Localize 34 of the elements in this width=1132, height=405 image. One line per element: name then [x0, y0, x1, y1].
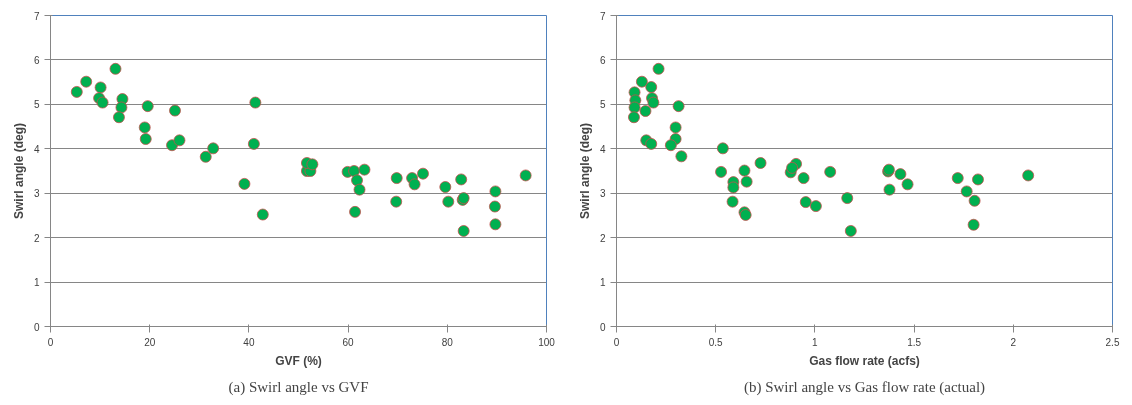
text: (b) Swirl angle vs Gas flow rate (actual): [743, 378, 986, 396]
x-tick-label: 1: [812, 336, 819, 348]
x-tick-label: 100: [538, 336, 556, 348]
y-tick-label: 3: [33, 188, 40, 200]
y-axis-title: Swirl angle (deg): [11, 122, 26, 220]
x-tick-label: 2: [1010, 336, 1017, 348]
x-axis-title: Gas flow rate (acfs): [809, 353, 920, 368]
y-tick-label: 1: [599, 277, 606, 289]
x-axis-title: GVF (%): [275, 353, 322, 368]
x-tick-label: 2.5: [1105, 336, 1120, 348]
y-tick-label: 1: [33, 277, 40, 289]
y-tick-label: 0: [33, 321, 40, 333]
x-tick-label: 0.5: [708, 336, 724, 348]
x-tick-label: 1.5: [907, 336, 922, 348]
x-tick-label: 80: [441, 336, 454, 348]
x-tick-label: 0: [47, 336, 54, 348]
y-tick-label: 3: [599, 188, 606, 200]
y-tick-label: 7: [599, 10, 606, 22]
y-tick-label: 0: [599, 321, 606, 333]
y-tick-label: 2: [33, 232, 40, 244]
y-axis-title: Swirl angle (deg): [577, 122, 592, 220]
y-tick-label: 5: [33, 99, 40, 111]
y-tick-label: 6: [599, 54, 606, 66]
x-tick-label: 0: [613, 336, 620, 348]
x-tick-label: 60: [342, 336, 355, 348]
y-tick-label: 4: [33, 143, 40, 155]
x-tick-label: 20: [144, 336, 156, 348]
x-tick-label: 40: [243, 336, 255, 348]
y-tick-label: 7: [33, 10, 40, 22]
y-tick-label: 4: [599, 143, 606, 155]
y-tick-label: 2: [599, 232, 606, 244]
text: (a) Swirl angle vs GVF: [228, 378, 369, 396]
y-tick-label: 5: [599, 99, 606, 111]
y-tick-label: 6: [33, 54, 40, 66]
